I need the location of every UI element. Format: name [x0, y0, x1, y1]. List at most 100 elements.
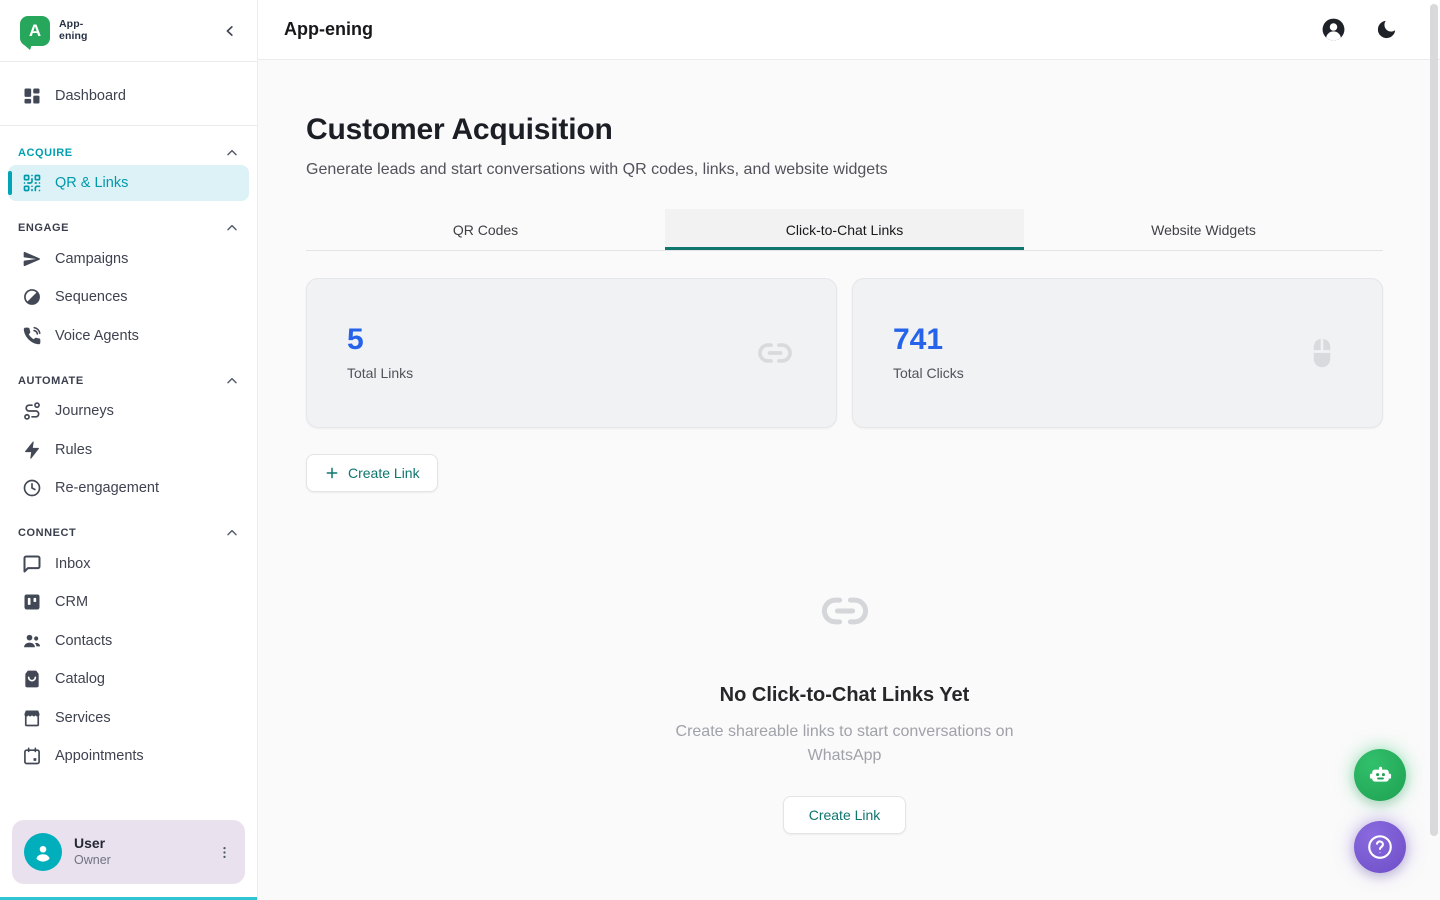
zap-icon — [22, 440, 42, 460]
sidebar-item-label: CRM — [55, 594, 89, 610]
chevron-up-icon — [224, 145, 240, 161]
store-icon — [22, 708, 42, 728]
tab-qr-codes[interactable]: QR Codes — [452, 221, 519, 238]
topbar: App-ening — [258, 0, 1440, 60]
sidebar-nav: Dashboard ACQUIRE QR & Links ENGAGE Camp… — [0, 62, 257, 812]
stat-text: 5 Total Links — [347, 323, 414, 382]
content: Customer Acquisition Generate leads and … — [258, 60, 1440, 834]
qr-code-icon — [22, 173, 42, 193]
section-label: ACQUIRE — [18, 146, 73, 159]
dark-mode-toggle[interactable] — [1375, 18, 1398, 41]
empty-create-link-button[interactable]: Create Link — [782, 796, 907, 834]
tab-website-widgets[interactable]: Website Widgets — [1151, 221, 1256, 238]
sidebar-item-campaigns[interactable]: Campaigns — [8, 241, 249, 277]
robot-icon — [1369, 766, 1391, 782]
empty-state: No Click-to-Chat Links Yet Create sharea… — [306, 585, 1383, 834]
chevron-up-icon — [224, 220, 240, 236]
sidebar-item-re-engagement[interactable]: Re-engagement — [8, 470, 249, 506]
page-title: Customer Acquisition — [306, 113, 613, 146]
sidebar-footer: User Owner — [0, 812, 257, 900]
kanban-board-icon — [22, 592, 42, 612]
create-link-label: Create Link — [348, 465, 420, 481]
app-logo-icon: A — [20, 15, 50, 50]
stat-text: 741 Total Clicks — [893, 325, 964, 382]
topbar-title: App-ening — [284, 19, 373, 39]
ellipsis-vertical-icon — [222, 846, 226, 858]
shopping-bag-icon — [22, 669, 42, 689]
sidebar: A App- ening Dashboard ACQUIRE QR & Link… — [0, 0, 258, 900]
sidebar-collapse-button[interactable] — [217, 18, 243, 44]
sidebar-section-acquire[interactable]: ACQUIRE — [0, 143, 257, 163]
link-icon — [819, 585, 871, 637]
sidebar-item-journeys[interactable]: Journeys — [8, 393, 249, 429]
user-card[interactable]: User Owner — [12, 820, 245, 884]
sidebar-item-rules[interactable]: Rules — [8, 432, 249, 468]
phone-call-icon — [22, 326, 42, 346]
tab-bar: QR Codes Click-to-Chat Links Website Wid… — [306, 209, 1383, 251]
sidebar-item-label: Campaigns — [55, 250, 129, 267]
user-menu-button[interactable] — [211, 839, 237, 865]
section-label: ENGAGE — [18, 222, 69, 234]
tab-click-to-chat-links[interactable]: Click-to-Chat Links — [665, 209, 1024, 250]
chevron-up-icon — [224, 525, 240, 541]
stat-card-total-links: 5 Total Links — [306, 278, 837, 428]
sidebar-item-label: Services — [55, 709, 111, 726]
sidebar-item-label: Journeys — [55, 403, 114, 419]
stats-row: 5 Total Links 741 Total Clicks — [306, 278, 1383, 428]
section-label: CONNECT — [18, 527, 77, 539]
section-label: AUTOMATE — [18, 374, 84, 387]
stat-label: Total Links — [347, 365, 414, 381]
sidebar-section-automate[interactable]: AUTOMATE — [0, 371, 257, 391]
help-fab[interactable] — [1354, 821, 1406, 873]
person-icon — [36, 845, 50, 862]
user-role: Owner — [74, 852, 111, 867]
logo-text: App- ening — [59, 18, 88, 42]
stat-label: Total Clicks — [893, 365, 964, 381]
user-info: User Owner — [74, 835, 111, 868]
sidebar-item-dashboard[interactable]: Dashboard — [8, 78, 249, 114]
chevron-left-icon — [226, 25, 233, 36]
clock-icon — [22, 478, 42, 498]
sidebar-item-label: Inbox — [55, 555, 91, 572]
logo-text-line2: ening — [59, 29, 88, 42]
sidebar-item-appointments[interactable]: Appointments — [8, 738, 249, 774]
sidebar-item-label: Sequences — [55, 289, 128, 305]
main-area: App-ening Customer Acquisition Generate … — [258, 0, 1440, 900]
sidebar-item-sequences[interactable]: Sequences — [8, 279, 249, 315]
sidebar-section-connect[interactable]: CONNECT — [0, 523, 257, 543]
stat-card-total-clicks: 741 Total Clicks — [852, 278, 1383, 428]
sidebar-item-contacts[interactable]: Contacts — [8, 623, 249, 659]
users-icon — [22, 631, 42, 651]
message-square-icon — [22, 554, 42, 574]
create-link-button[interactable]: Create Link — [306, 454, 438, 492]
account-button[interactable] — [1321, 17, 1346, 42]
sidebar-item-label: Voice Agents — [55, 327, 139, 344]
chatbot-fab[interactable] — [1354, 749, 1406, 801]
scrollbar-thumb[interactable] — [1430, 4, 1438, 836]
user-avatar — [24, 833, 62, 871]
sidebar-item-label: Dashboard — [55, 87, 126, 104]
sidebar-item-qr-links[interactable]: QR & Links — [8, 165, 249, 201]
chevron-up-icon — [224, 373, 240, 389]
account-circle-icon — [1322, 18, 1345, 41]
sidebar-section-engage[interactable]: ENGAGE — [0, 218, 257, 238]
sidebar-item-label: Contacts — [55, 632, 113, 649]
sidebar-item-services[interactable]: Services — [8, 700, 249, 736]
sidebar-divider — [0, 124, 257, 126]
sidebar-item-label: Re-engagement — [55, 480, 159, 496]
stat-value: 5 — [347, 323, 364, 356]
sidebar-item-inbox[interactable]: Inbox — [8, 546, 249, 582]
plus-icon — [326, 467, 338, 479]
empty-state-description: Create shareable links to start conversa… — [675, 723, 1014, 764]
sidebar-header: A App- ening — [0, 0, 257, 62]
sidebar-item-label: Catalog — [55, 671, 105, 687]
moon-icon — [1377, 20, 1396, 39]
user-name: User — [74, 835, 106, 852]
contrast-icon — [22, 287, 42, 307]
sidebar-item-label: QR & Links — [55, 175, 129, 191]
sidebar-item-voice-agents[interactable]: Voice Agents — [8, 318, 249, 354]
sidebar-item-crm[interactable]: CRM — [8, 584, 249, 620]
sidebar-item-catalog[interactable]: Catalog — [8, 661, 249, 697]
help-circle-icon — [1368, 835, 1392, 859]
dashboard-icon — [22, 86, 42, 106]
